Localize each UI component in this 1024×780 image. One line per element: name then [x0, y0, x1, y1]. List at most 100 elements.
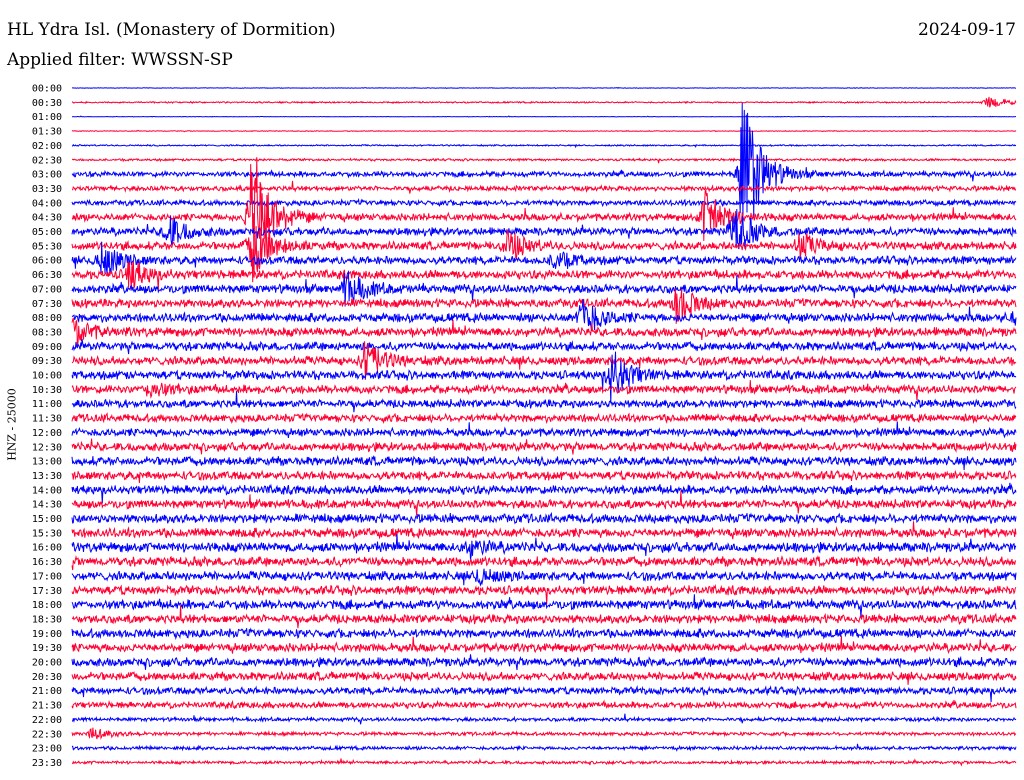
tick-label: 02:30 — [32, 155, 62, 166]
trace-1930 — [71, 635, 1017, 655]
trace-2330 — [71, 757, 1017, 767]
trace-1100 — [71, 391, 1017, 413]
trace-0300 — [71, 102, 1017, 222]
tick-label: 18:30 — [32, 614, 62, 625]
tick-label: 17:30 — [32, 586, 62, 597]
trace-1900 — [71, 626, 1017, 641]
tick-label: 13:30 — [32, 471, 62, 482]
tick-label: 01:00 — [32, 112, 62, 123]
filter-label: Applied filter: WWSSN-SP — [7, 50, 233, 70]
trace-1230 — [71, 438, 1017, 455]
trace-1330 — [71, 469, 1017, 484]
tick-label: 15:30 — [32, 528, 62, 539]
trace-0630 — [71, 261, 1017, 291]
trace-1300 — [71, 454, 1017, 471]
tick-label: 01:30 — [32, 127, 62, 138]
tick-label: 00:00 — [32, 84, 62, 95]
tick-label: 23:00 — [32, 744, 62, 755]
tick-label: 20:00 — [32, 658, 62, 669]
trace-0600 — [71, 241, 1017, 274]
trace-0130 — [71, 129, 1017, 133]
trace-0800 — [71, 298, 1017, 332]
trace-0030 — [71, 96, 1017, 108]
tick-label: 10:00 — [32, 371, 62, 382]
tick-label: 11:00 — [32, 399, 62, 410]
tick-label: 00:30 — [32, 98, 62, 109]
tick-label: 22:30 — [32, 729, 62, 740]
tick-label: 05:30 — [32, 241, 62, 252]
trace-1630 — [71, 555, 1017, 571]
tick-label: 15:00 — [32, 514, 62, 525]
trace-0830 — [71, 317, 1017, 347]
trace-0000 — [72, 86, 1017, 89]
trace-0700 — [71, 270, 1017, 307]
trace-1800 — [71, 594, 1017, 618]
tick-label: 04:30 — [32, 213, 62, 224]
tick-label: 21:30 — [32, 701, 62, 712]
tick-label: 10:30 — [32, 385, 62, 396]
tick-label: 07:00 — [32, 284, 62, 295]
trace-0200 — [71, 143, 1017, 149]
trace-1130 — [71, 412, 1017, 425]
tick-label: 18:00 — [32, 600, 62, 611]
trace-0930 — [71, 341, 1017, 380]
trace-1430 — [71, 490, 1017, 516]
trace-2200 — [71, 713, 1017, 725]
station-title: HL Ydra Isl. (Monastery of Dormition) — [7, 20, 336, 40]
tick-label: 03:00 — [32, 170, 62, 181]
tick-label: 05:00 — [32, 227, 62, 238]
trace-2100 — [71, 685, 1017, 703]
tick-label: 12:00 — [32, 428, 62, 439]
tick-label: 06:00 — [32, 256, 62, 267]
trace-1500 — [71, 511, 1017, 525]
tick-label: 22:00 — [32, 715, 62, 726]
tick-label: 14:00 — [32, 485, 62, 496]
tick-label: 12:30 — [32, 442, 62, 453]
trace-1600 — [71, 533, 1017, 560]
time-tick-labels: 00:00 00:30 01:00 01:30 02:00 02:30 03:00 03:30… — [32, 84, 62, 769]
trace-1200 — [71, 421, 1017, 439]
trace-0900 — [71, 338, 1017, 355]
seismic-traces — [71, 86, 1017, 767]
tick-label: 09:00 — [32, 342, 62, 353]
trace-1730 — [71, 583, 1017, 605]
trace-1030 — [71, 380, 1017, 401]
trace-0100 — [71, 115, 1017, 118]
trace-2230 — [71, 727, 1017, 740]
tick-label: 09:30 — [32, 356, 62, 367]
tick-label: 23:30 — [32, 758, 62, 769]
trace-0230 — [71, 157, 1017, 164]
tick-label: 13:00 — [32, 457, 62, 468]
trace-1400 — [71, 482, 1017, 504]
tick-label: 02:00 — [32, 141, 62, 152]
tick-label: 14:30 — [32, 500, 62, 511]
tick-label: 19:00 — [32, 629, 62, 640]
trace-0330 — [71, 180, 1017, 194]
tick-label: 20:30 — [32, 672, 62, 683]
trace-2130 — [71, 699, 1017, 711]
trace-1700 — [71, 568, 1017, 587]
tick-label: 07:30 — [32, 299, 62, 310]
tick-label: 11:30 — [32, 414, 62, 425]
tick-label: 16:30 — [32, 557, 62, 568]
trace-2030 — [71, 670, 1017, 685]
tick-label: 06:30 — [32, 270, 62, 281]
trace-1530 — [71, 521, 1017, 540]
trace-1830 — [71, 605, 1017, 629]
tick-label: 19:30 — [32, 643, 62, 654]
tick-label: 04:00 — [32, 198, 62, 209]
tick-label: 21:00 — [32, 686, 62, 697]
tick-label: 08:00 — [32, 313, 62, 324]
trace-2300 — [71, 743, 1017, 752]
plot-date: 2024-09-17 — [917, 20, 1016, 40]
trace-0400 — [71, 197, 1017, 208]
trace-2000 — [71, 654, 1017, 671]
tick-label: 08:30 — [32, 327, 62, 338]
trace-0430 — [71, 157, 1017, 278]
tick-label: 16:00 — [32, 543, 62, 554]
trace-0530 — [71, 226, 1017, 283]
tick-label: 17:00 — [32, 571, 62, 582]
trace-0500 — [71, 208, 1017, 250]
trace-0730 — [71, 288, 1017, 324]
